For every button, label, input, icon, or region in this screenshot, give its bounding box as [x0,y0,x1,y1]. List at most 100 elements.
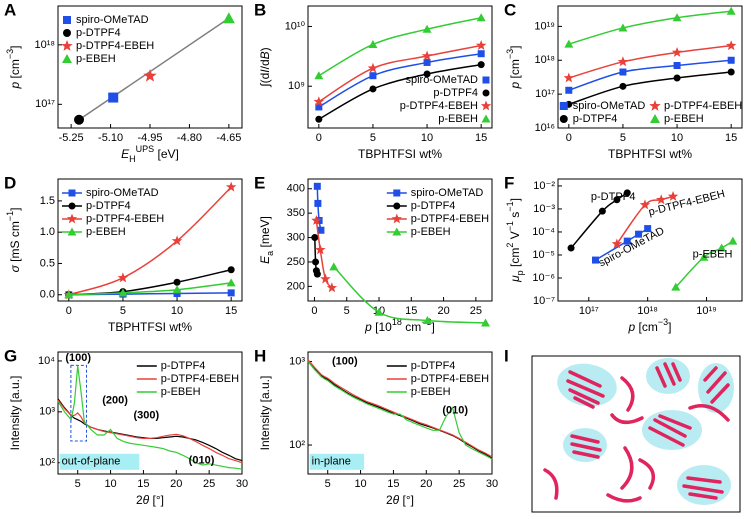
y-axis-label: Intensity [a.u.] [258,376,272,451]
label-part: σ [8,264,22,272]
legend-label: p-DTPF4 [76,27,121,39]
x-tick-label: 25 [203,478,215,490]
fit-curve [315,220,333,289]
marker-triangle [222,12,235,24]
panel-letter: E [254,173,265,192]
marker-circle [567,244,575,252]
legend-label: p-DTPF4-EBEH [76,40,154,52]
marker-square [565,86,573,94]
x-tick-label: 10¹⁸ [637,305,658,317]
x-axis-label: TBPHTFSI wt% [108,320,192,334]
marker-triangle [726,6,736,15]
legend-label: spiro-OMeTAD [76,14,149,26]
plot-frame [57,178,243,302]
chain-stack [570,434,602,459]
legend-label: spiro-OMeTAD [411,187,484,199]
fit-curve [68,186,232,296]
x-axis-label: p [1018 cm−3] [364,317,435,334]
series-label: p-DTPF4 [591,191,636,203]
label-part: E [121,147,130,161]
label-part: [mS cm [8,221,22,265]
x-tick-label: 20 [170,478,182,490]
plot-frame [307,351,493,475]
label-part: −3 [658,317,668,327]
y-tick-label: 300 [287,231,305,243]
x-tick-label: 15 [405,305,417,317]
marker-circle [559,115,568,123]
marker-star [315,244,326,255]
y-tick-label: 1.0 [40,226,55,238]
label-part: I [258,69,272,73]
marker-circle [623,189,631,197]
label-part: [cm [508,59,522,82]
legend-label: spiro-OMeTAD [405,74,478,86]
x-tick-label: 15 [137,478,149,490]
fit-curve [616,195,674,245]
marker-star [171,235,183,246]
marker-circle [477,61,485,69]
fit-curve [568,59,732,91]
marker-star [61,40,73,51]
legend-label: p-DTPF4 [86,200,131,212]
label-part: p [515,270,525,275]
marker-triangle [422,316,432,325]
y-tick-label: 350 [287,207,305,219]
marker-star [617,56,629,67]
marker-triangle [172,285,182,294]
panel-letter: I [504,346,509,365]
label-part: [eV] [154,147,179,161]
label-part: ] [668,320,671,334]
x-tick-label: 25 [470,305,482,317]
marker-star [320,273,331,284]
label-part: cm [402,320,421,334]
annotation: (100) [332,356,358,368]
amorphous-chain [543,376,730,503]
label-part: a [265,251,275,256]
x-tick-label: 25 [453,478,465,490]
panel-letter: A [4,0,16,19]
marker-star [667,190,679,201]
legend-label: p-DTPF4 [573,113,618,125]
marker-square [635,230,643,238]
marker-triangle [392,227,402,236]
y-axis-label: Ea [meV] [258,216,275,264]
marker-triangle [314,71,324,80]
marker-triangle [728,236,738,245]
x-axis-label: TBPHTFSI wt% [358,147,442,161]
x-tick-label: -5.25 [59,132,84,144]
marker-square [173,289,181,297]
x-tick-label: 15 [387,478,399,490]
label-part: 18 [392,317,402,327]
marker-square [423,58,431,66]
marker-triangle [374,307,384,316]
y-axis-label: μp [cm2 V−1 s−1] [505,198,525,283]
label-part: θ [143,493,150,507]
x-tick-label: 10¹⁹ [696,305,717,317]
marker-star [480,100,492,111]
marker-circle [315,115,323,123]
marker-circle [598,207,606,215]
label-part: ] [8,46,22,49]
label-part: 2 [136,493,143,507]
y-tick-label: 10¹⁸ [534,54,555,66]
x-tick-label: 15 [225,305,237,317]
marker-triangle [618,23,628,32]
marker-circle [312,258,320,266]
series-label: spiro-OMeTAD [597,225,667,270]
marker-star [639,199,651,210]
data-line [57,365,243,470]
marker-circle [369,85,377,93]
x-tick-label: 5 [120,305,126,317]
legend-label: p-DTPF4-EBEH [161,373,239,385]
fit-curve [595,227,649,261]
label-part: −3 [505,49,515,59]
marker-square [313,182,321,190]
legend-label: p-EBEH [438,113,478,125]
marker-triangle [422,24,432,33]
marker-triangle [699,252,709,261]
marker-circle [673,74,681,82]
y-tick-label: 10¹⁶ [535,122,555,134]
label-part: μ [508,275,522,283]
y-axis-label: σ [mS cm−1] [5,208,22,273]
